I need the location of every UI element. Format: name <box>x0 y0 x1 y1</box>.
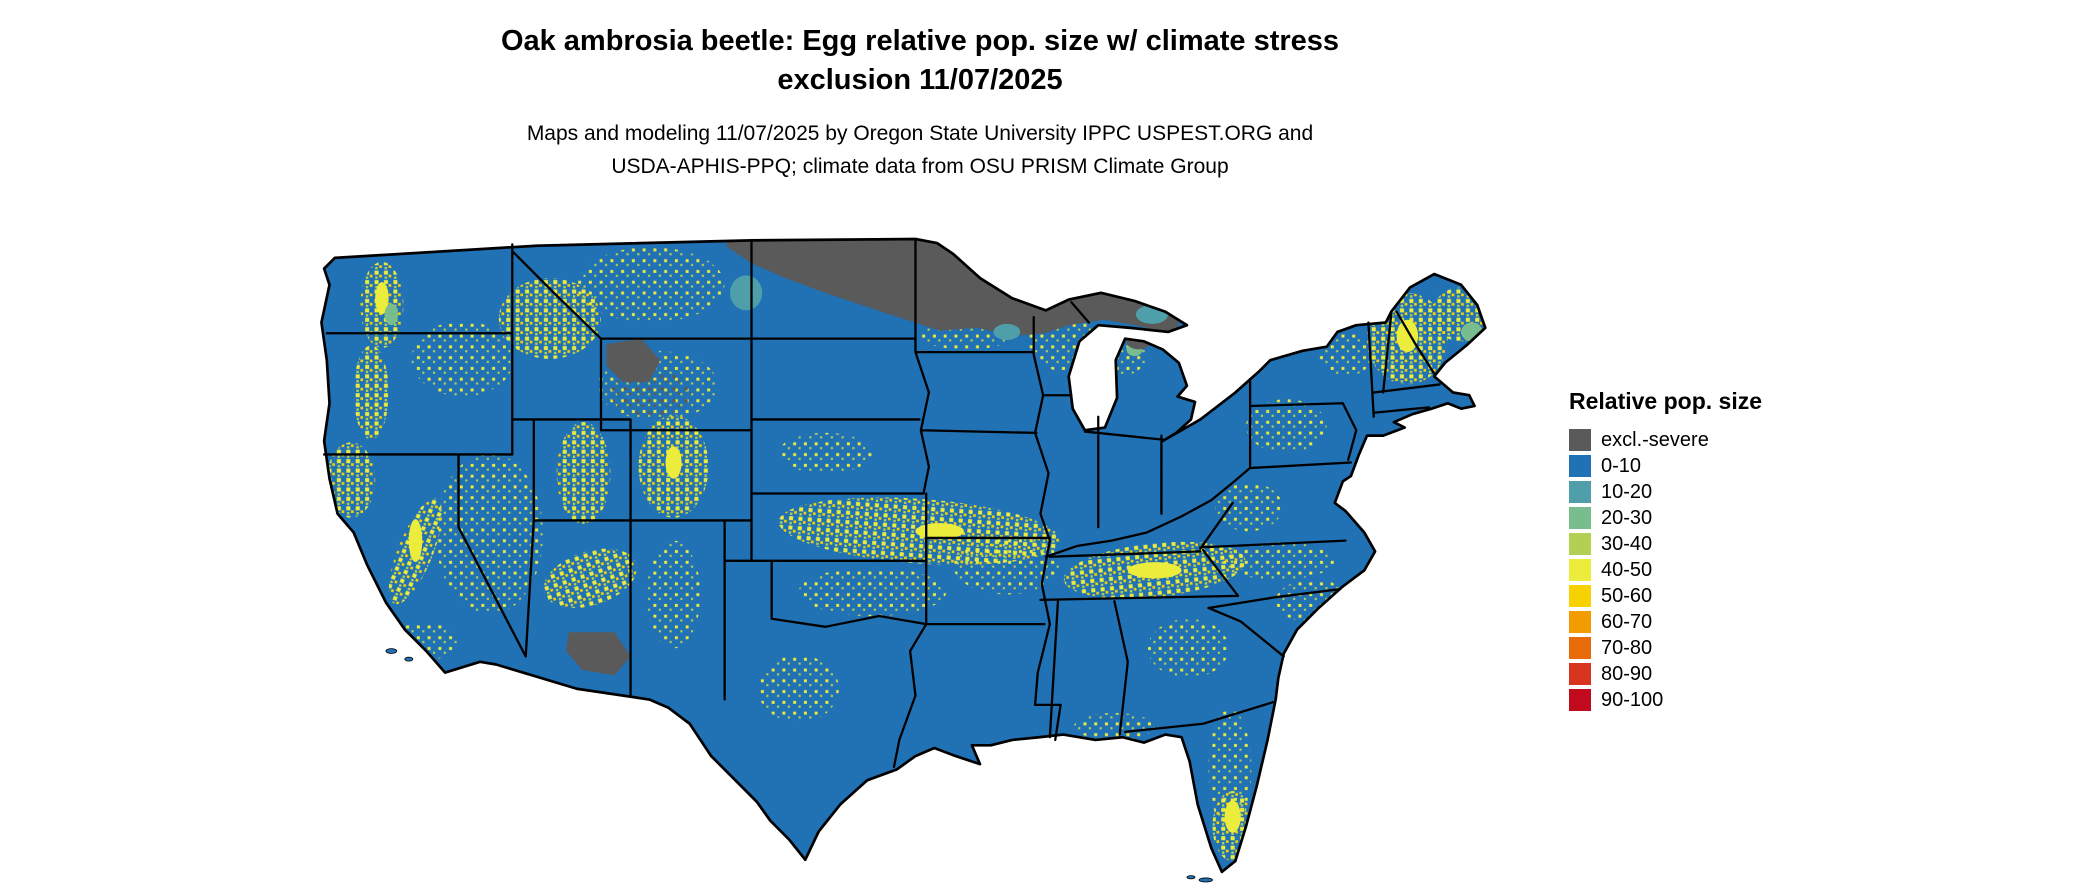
legend-label: 80-90 <box>1601 662 1653 685</box>
title-line-1: Oak ambrosia beetle: Egg relative pop. s… <box>500 25 1340 57</box>
legend-swatch <box>1569 429 1591 451</box>
legend-row: 90-100 <box>1569 687 1849 713</box>
legend-row: 30-40 <box>1569 531 1849 557</box>
offshore-islands <box>385 648 1213 883</box>
legend-label: excl.-severe <box>1601 428 1709 451</box>
page-title: Oak ambrosia beetle: Egg relative pop. s… <box>220 22 1620 100</box>
legend-row: 70-80 <box>1569 635 1849 661</box>
legend-row: 60-70 <box>1569 609 1849 635</box>
legend-title: Relative pop. size <box>1569 388 1763 414</box>
legend-row: 20-30 <box>1569 505 1849 531</box>
legend-label: 0-10 <box>1601 454 1642 477</box>
legend-swatch <box>1569 533 1591 555</box>
page-subtitle: Maps and modeling 11/07/2025 by Oregon S… <box>220 118 1620 183</box>
title-line-2: exclusion 11/07/2025 <box>777 64 1063 97</box>
legend-label: 20-30 <box>1601 506 1653 529</box>
legend-swatch <box>1569 611 1591 633</box>
legend-swatch <box>1569 455 1591 477</box>
legend-swatch <box>1569 637 1591 659</box>
legend-row: 10-20 <box>1569 479 1849 505</box>
legend-row: 40-50 <box>1569 557 1849 583</box>
legend-label: 40-50 <box>1601 558 1653 581</box>
subtitle-line-1: Maps and modeling 11/07/2025 by Oregon S… <box>526 122 1314 145</box>
legend-label: 10-20 <box>1601 480 1653 503</box>
wyoming-gray-speckles <box>610 368 692 417</box>
subtitle-line-2: USDA-APHIS-PPQ; climate data from OSU PR… <box>611 154 1229 178</box>
legend-swatch <box>1569 663 1591 685</box>
legend-row: excl.-severe <box>1569 427 1849 453</box>
legend-swatch <box>1569 585 1591 607</box>
map-legend: Relative pop. size excl.-severe 0-10 10-… <box>1569 388 1849 713</box>
legend-swatch <box>1569 507 1591 529</box>
us-outline <box>320 237 1487 874</box>
legend-label: 30-40 <box>1601 532 1653 555</box>
legend-label: 50-60 <box>1601 584 1653 607</box>
arizona-exclusion-patch <box>566 632 631 676</box>
map-raster-layers <box>321 239 1486 872</box>
legend-row: 50-60 <box>1569 583 1849 609</box>
solid-yellow-accents <box>375 282 1419 833</box>
legend-swatch <box>1569 689 1591 711</box>
legend-row: 0-10 <box>1569 453 1849 479</box>
us-map-svg <box>320 237 1487 883</box>
legend-swatch <box>1569 481 1591 503</box>
legend-label: 70-80 <box>1601 636 1653 659</box>
us-map-figure <box>308 204 1531 884</box>
legend-row: 80-90 <box>1569 661 1849 687</box>
legend-label: 60-70 <box>1601 610 1653 633</box>
legend-swatch <box>1569 559 1591 581</box>
legend-label: 90-100 <box>1601 688 1664 711</box>
state-borders <box>322 239 1441 768</box>
